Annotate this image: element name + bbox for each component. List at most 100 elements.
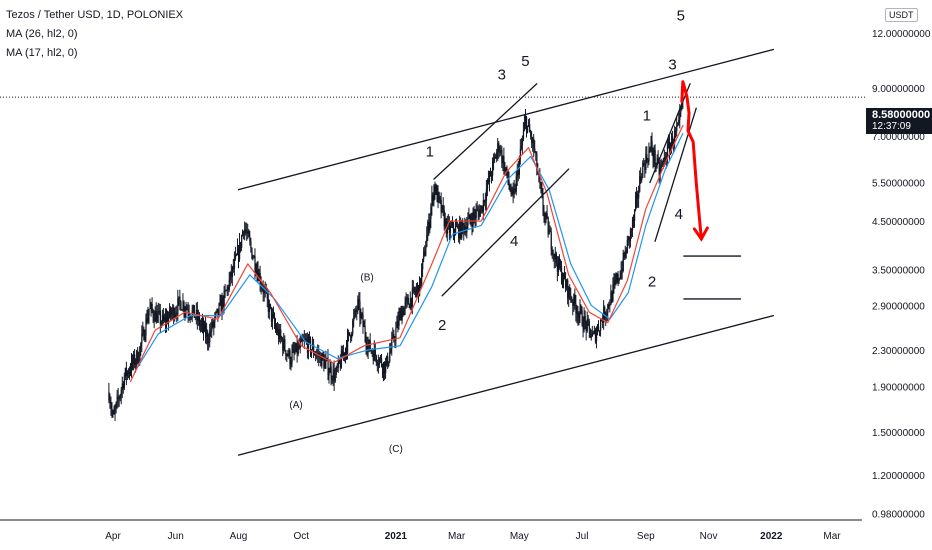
candle-body xyxy=(535,151,537,154)
candle-body xyxy=(112,411,114,415)
candle-body xyxy=(110,403,112,409)
candle-body xyxy=(423,251,425,259)
candle-body xyxy=(467,218,469,226)
candle-body xyxy=(280,329,282,338)
wave-label: 4 xyxy=(510,233,518,250)
candle-body xyxy=(283,339,285,351)
candle-body xyxy=(114,408,116,413)
candle-body xyxy=(288,350,290,356)
candle-body xyxy=(342,352,345,357)
candle-body xyxy=(308,336,311,339)
candle-body xyxy=(334,374,336,382)
candle-body xyxy=(663,157,666,160)
candle-body xyxy=(546,213,548,218)
candle-body xyxy=(512,188,514,195)
time-tick-label: Jul xyxy=(576,531,589,542)
candle-body xyxy=(469,214,471,220)
candle-body xyxy=(307,336,310,353)
price-tick-label: 12.00000000 xyxy=(872,29,931,40)
candle-body xyxy=(339,362,342,368)
candle-body xyxy=(519,148,522,159)
candle-body xyxy=(235,254,238,256)
candle-body xyxy=(211,321,213,332)
candle-body xyxy=(397,320,399,326)
candle-body xyxy=(651,141,653,153)
candle-body xyxy=(675,130,677,132)
candle-body xyxy=(567,280,569,299)
candle-body xyxy=(495,156,497,159)
candle-body xyxy=(368,339,370,345)
candle-body xyxy=(230,271,232,278)
candle-body xyxy=(479,209,481,217)
candle-body xyxy=(575,303,577,315)
candle-body xyxy=(146,318,148,323)
candle-body xyxy=(294,351,296,353)
candle-body xyxy=(157,311,159,314)
candle-body xyxy=(558,257,561,268)
candle-body xyxy=(315,354,317,356)
bar-countdown: 12:37:09 xyxy=(872,121,911,132)
candle-body xyxy=(576,312,578,315)
candle-body xyxy=(120,389,122,396)
candle-body xyxy=(532,138,534,144)
candle-body xyxy=(598,326,600,331)
candle-body xyxy=(113,412,115,415)
plot-area[interactable]: 1 2 3 4 5 1 2 3 4 5 (A) (B) (C) xyxy=(0,7,866,456)
candle-body xyxy=(590,336,593,338)
candle-body xyxy=(446,222,448,234)
candle-body xyxy=(476,209,478,211)
candle-body xyxy=(547,217,549,235)
candle-body xyxy=(660,164,662,168)
candle-body xyxy=(610,291,612,305)
time-tick-label: 2021 xyxy=(385,531,408,542)
candle-body xyxy=(426,235,428,248)
currency-badge[interactable]: USDT xyxy=(885,8,918,22)
candle-body xyxy=(138,361,140,364)
candle-body xyxy=(405,298,407,302)
candle-body xyxy=(588,321,590,329)
candle-body xyxy=(227,286,229,290)
candle-body xyxy=(630,229,633,231)
candle-body xyxy=(365,337,367,346)
candle-body xyxy=(320,354,322,367)
candle-body xyxy=(375,355,378,363)
candle-body xyxy=(172,307,174,313)
price-tick-label: 0.98000000 xyxy=(872,510,925,521)
candle-body xyxy=(589,328,591,338)
candle-body xyxy=(442,205,444,211)
candle-body xyxy=(187,309,189,314)
candle-body xyxy=(204,324,206,332)
candle-body xyxy=(367,344,369,351)
candle-body xyxy=(404,301,406,308)
price-tick-label: 1.50000000 xyxy=(872,428,925,439)
candle-body xyxy=(571,300,573,302)
candle-body xyxy=(362,314,364,327)
candle-body xyxy=(356,310,358,312)
candle-body xyxy=(531,136,533,144)
candle-body xyxy=(680,107,682,113)
symbol-title[interactable]: Tezos / Tether USD, 1D, POLONIEX xyxy=(6,9,184,21)
candle-body xyxy=(511,188,513,194)
candle-body xyxy=(580,307,582,311)
ma-26-label[interactable]: MA (26, hl2, 0) xyxy=(6,28,78,40)
candle-body xyxy=(287,354,289,356)
candle-body xyxy=(186,308,188,310)
ma-17-label[interactable]: MA (17, hl2, 0) xyxy=(6,47,78,59)
candle-body xyxy=(502,156,504,164)
candle-body xyxy=(577,312,579,318)
candle-body xyxy=(194,317,196,318)
candle-body xyxy=(333,369,335,382)
candle-body xyxy=(556,263,559,272)
candle-body xyxy=(376,362,379,366)
candle-body xyxy=(242,231,244,236)
candle-body xyxy=(257,270,259,281)
candle-body xyxy=(272,314,275,317)
candle-body xyxy=(312,344,314,350)
candle-body xyxy=(416,285,419,290)
candle-body xyxy=(205,324,207,337)
trendline xyxy=(441,168,570,297)
candle-body xyxy=(266,291,268,299)
trendline xyxy=(649,83,691,184)
candle-body xyxy=(286,354,288,356)
